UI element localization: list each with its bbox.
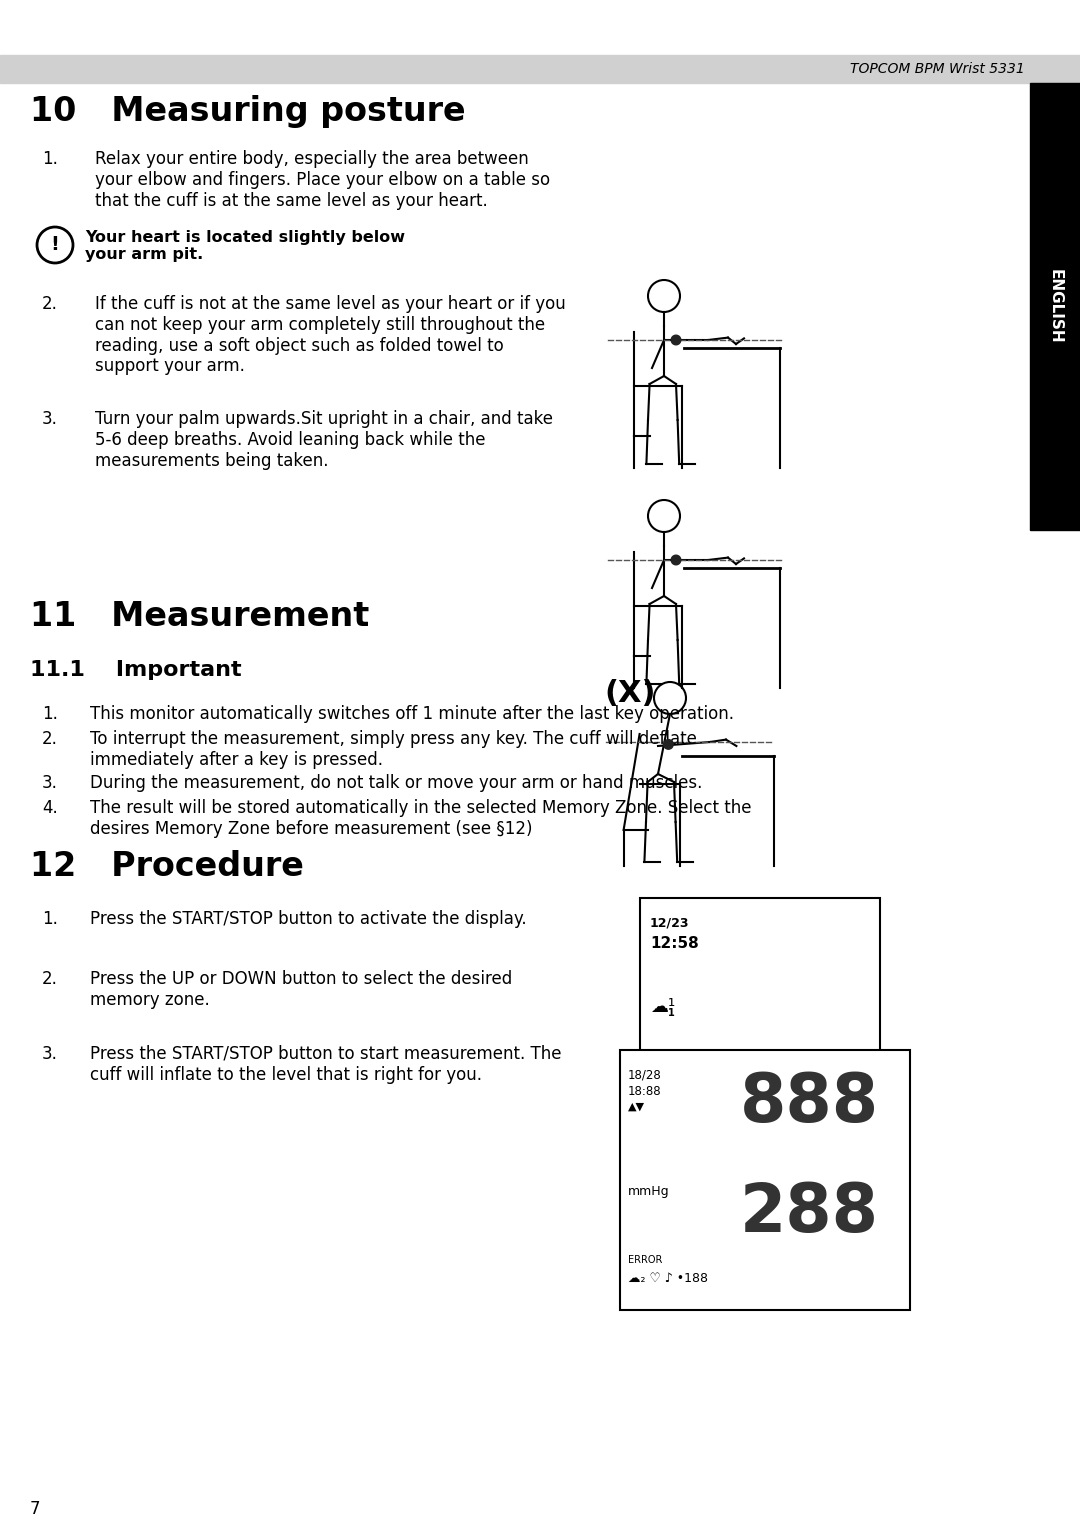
Bar [1030, 84, 1080, 530]
Text: 2.: 2. [42, 295, 58, 314]
Text: 1.: 1. [42, 705, 58, 723]
Text: 2.: 2. [42, 970, 58, 988]
FancyBboxPatch shape [640, 898, 880, 1062]
Text: 18:88: 18:88 [627, 1085, 662, 1097]
Text: 3.: 3. [42, 1046, 58, 1062]
Text: 1.: 1. [42, 151, 58, 167]
Text: 18/28: 18/28 [627, 1068, 662, 1081]
Text: To interrupt the measurement, simply press any key. The cuff will deflate
immedi: To interrupt the measurement, simply pre… [90, 731, 697, 769]
Circle shape [671, 556, 680, 565]
Text: 288: 288 [740, 1180, 879, 1247]
Text: 7: 7 [30, 1501, 41, 1517]
Circle shape [671, 335, 680, 345]
Text: 3.: 3. [42, 775, 58, 791]
Text: ☁₂ ♡ ♪ •188: ☁₂ ♡ ♪ •188 [627, 1272, 708, 1285]
Text: The result will be stored automatically in the selected Memory Zone. Select the
: The result will be stored automatically … [90, 799, 752, 837]
Text: 12   Procedure: 12 Procedure [30, 849, 303, 883]
Text: Turn your palm upwards.Sit upright in a chair, and take
5-6 deep breaths. Avoid : Turn your palm upwards.Sit upright in a … [95, 409, 553, 470]
Text: During the measurement, do not talk or move your arm or hand muscles.: During the measurement, do not talk or m… [90, 775, 702, 791]
Text: ENGLISH: ENGLISH [1048, 269, 1063, 344]
Text: 1: 1 [669, 1008, 675, 1018]
Text: 12/23: 12/23 [650, 916, 689, 928]
Circle shape [663, 740, 673, 749]
Text: ERROR: ERROR [627, 1256, 662, 1265]
Text: 888: 888 [740, 1070, 879, 1135]
Text: 2.: 2. [42, 731, 58, 747]
Text: This monitor automatically switches off 1 minute after the last key operation.: This monitor automatically switches off … [90, 705, 734, 723]
Text: 10   Measuring posture: 10 Measuring posture [30, 94, 465, 128]
Text: mmHg: mmHg [627, 1186, 670, 1198]
Text: ☁¹: ☁¹ [650, 998, 675, 1017]
Text: Your heart is located slightly below
your arm pit.: Your heart is located slightly below you… [85, 230, 405, 262]
Text: ▲▼: ▲▼ [627, 1102, 645, 1113]
Text: 1.: 1. [42, 910, 58, 928]
Text: TOPCOM BPM Wrist 5331: TOPCOM BPM Wrist 5331 [850, 62, 1025, 76]
Text: 11.1    Important: 11.1 Important [30, 661, 242, 680]
Text: Relax your entire body, especially the area between
your elbow and fingers. Plac: Relax your entire body, especially the a… [95, 151, 550, 210]
Text: 3.: 3. [42, 409, 58, 428]
FancyBboxPatch shape [620, 1050, 910, 1310]
Text: (X): (X) [605, 679, 656, 709]
Text: 12:58: 12:58 [650, 936, 699, 951]
Text: Press the UP or DOWN button to select the desired
memory zone.: Press the UP or DOWN button to select th… [90, 970, 512, 1009]
Text: 11   Measurement: 11 Measurement [30, 600, 369, 633]
Bar [0, 55, 1080, 84]
Text: Press the START/STOP button to start measurement. The
cuff will inflate to the l: Press the START/STOP button to start mea… [90, 1046, 562, 1084]
Text: !: ! [51, 236, 59, 254]
Text: 4.: 4. [42, 799, 57, 817]
Text: Press the START/STOP button to activate the display.: Press the START/STOP button to activate … [90, 910, 527, 928]
Text: If the cuff is not at the same level as your heart or if you
can not keep your a: If the cuff is not at the same level as … [95, 295, 566, 376]
